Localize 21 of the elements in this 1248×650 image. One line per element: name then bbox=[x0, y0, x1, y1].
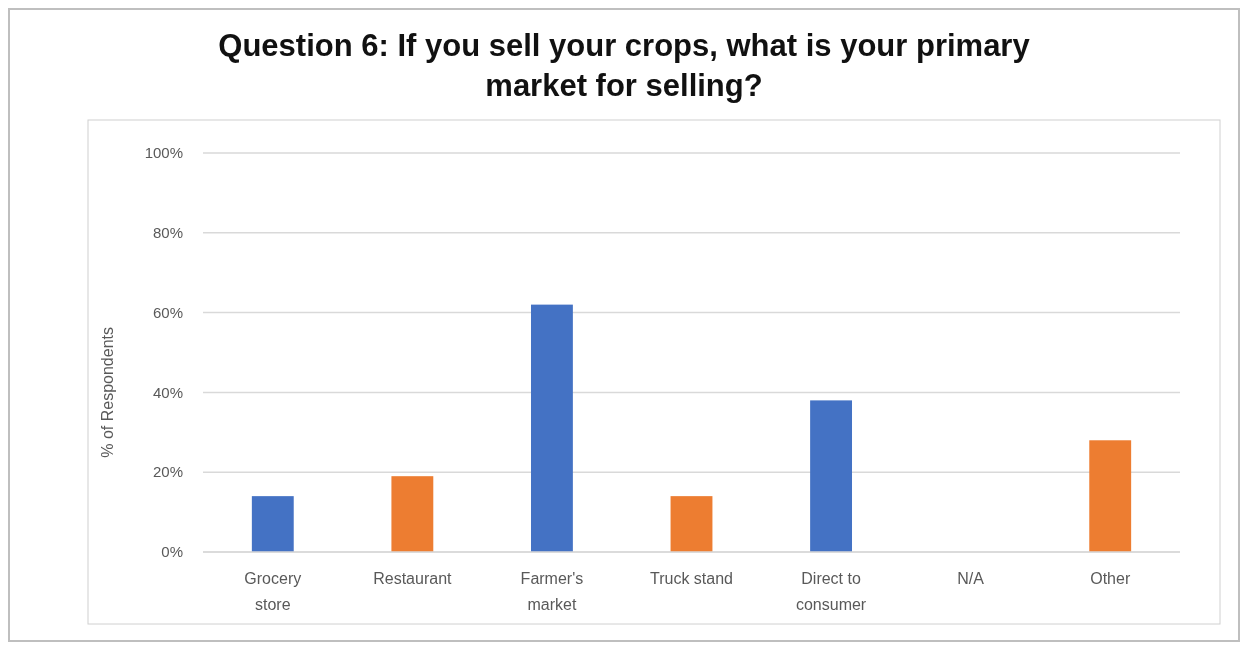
x-tick-label: Farmer's market bbox=[520, 570, 584, 613]
y-tick-label: 60% bbox=[152, 303, 183, 321]
bar bbox=[670, 496, 713, 552]
x-tick-label: Truck stand bbox=[650, 570, 733, 587]
x-tick-label: Other bbox=[1090, 570, 1131, 587]
x-tick-label: Direct to consumer bbox=[795, 570, 867, 613]
y-tick-label: 40% bbox=[152, 383, 183, 401]
bar bbox=[251, 496, 294, 552]
y-tick-label: 80% bbox=[152, 224, 183, 242]
bar bbox=[391, 476, 434, 552]
bar bbox=[530, 304, 573, 552]
x-tick-label: N/A bbox=[957, 570, 985, 587]
bar bbox=[810, 400, 853, 552]
y-axis-title: % of Respondents bbox=[99, 327, 116, 458]
y-tick-label: 20% bbox=[152, 463, 183, 481]
chart-title: Question 6: If you sell your crops, what is your primary market for selling? bbox=[218, 28, 1031, 103]
x-tick-label: Grocery store bbox=[244, 570, 302, 613]
bar bbox=[1089, 440, 1132, 552]
x-tick-label: Restaurant bbox=[373, 570, 453, 587]
y-tick-label: 100% bbox=[144, 144, 183, 162]
y-tick-label: 0% bbox=[161, 543, 183, 561]
